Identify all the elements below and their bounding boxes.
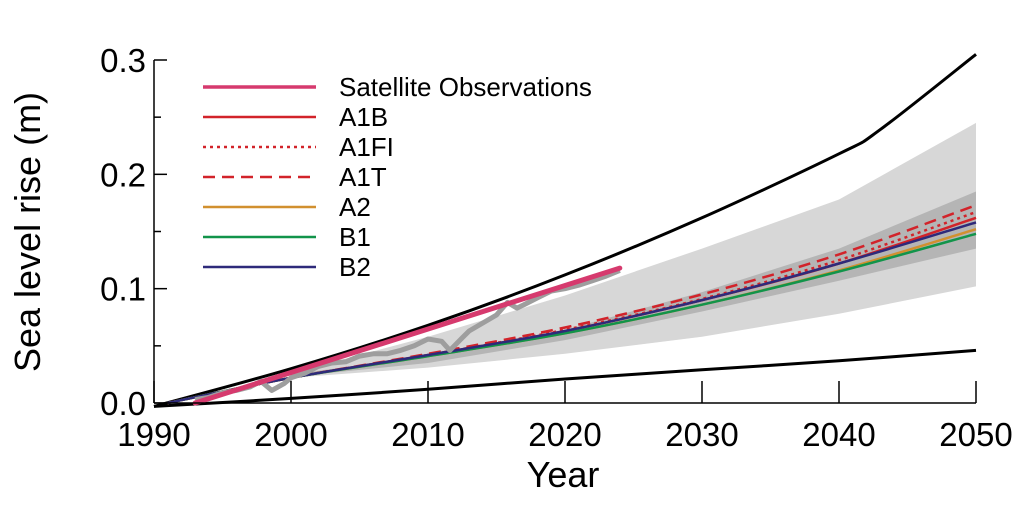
- x-tick-label: 2010: [391, 416, 464, 453]
- x-tick-label: 1990: [117, 416, 190, 453]
- legend-label-b1: B1: [339, 222, 371, 252]
- y-tick-label: 0.3: [100, 42, 146, 79]
- satellite-raw-line: [194, 268, 621, 403]
- x-tick-label: 2020: [528, 416, 601, 453]
- x-tick-label: 2030: [665, 416, 738, 453]
- legend-label-a1fi: A1FI: [339, 132, 394, 162]
- envelope-upper-line: [153, 53, 977, 408]
- axes: 0.0 0.1 0.2 0.3 1990 2000 2010 2020 2030 2040 2050: [100, 42, 1013, 453]
- y-tick-label: 0.0: [100, 385, 146, 422]
- x-tick-label: 2050: [939, 416, 1012, 453]
- uncertainty-bands: [291, 122, 976, 378]
- y-tick-label: 0.1: [100, 271, 146, 308]
- outer-uncertainty-band: [291, 122, 976, 378]
- legend-label-a1t: A1T: [339, 162, 387, 192]
- y-axis-title: Sea level rise (m): [7, 92, 48, 372]
- legend-label-a2: A2: [339, 192, 371, 222]
- y-tick-label: 0.2: [100, 156, 146, 193]
- x-tick-label: 2040: [802, 416, 875, 453]
- satellite-observations: [192, 265, 623, 406]
- legend-label-b2: B2: [339, 252, 371, 282]
- legend-label-a1b: A1B: [339, 102, 388, 132]
- x-axis-title: Year: [527, 454, 600, 495]
- x-tick-label: 2000: [254, 416, 327, 453]
- series-line-a1fi: [167, 210, 977, 405]
- legend-label-satellite: Satellite Observations: [339, 72, 592, 102]
- satellite-fit-line: [192, 265, 623, 406]
